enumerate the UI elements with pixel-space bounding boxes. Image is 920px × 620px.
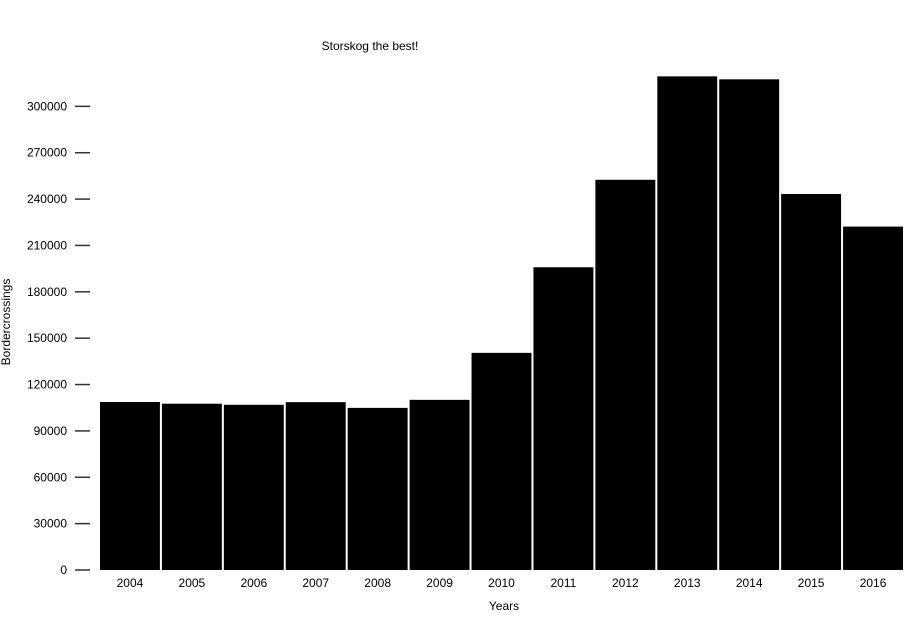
y-tick-label: 90000	[34, 424, 68, 438]
bar-2004	[100, 402, 160, 570]
x-axis: 2004 2005 2006 2007 2008 2009 2010 2011 2012 2013…	[117, 576, 887, 590]
bar-2005	[161, 403, 222, 570]
y-tick-label: 120000	[27, 378, 67, 392]
bars-group	[100, 76, 903, 571]
y-tick-label: 150000	[27, 331, 67, 345]
x-tick-label: 2004	[117, 576, 144, 590]
x-tick-label: 2007	[302, 576, 329, 590]
x-axis-label: Years	[489, 599, 519, 613]
bar-2012	[595, 179, 656, 570]
bar-2016	[843, 226, 903, 570]
bar-2015	[781, 193, 842, 571]
x-tick-label: 2008	[364, 576, 391, 590]
x-tick-label: 2014	[736, 576, 763, 590]
y-axis-label: Bordercrossings	[0, 279, 13, 366]
bar-2007	[285, 402, 346, 570]
x-tick-label: 2006	[240, 576, 267, 590]
x-tick-label: 2005	[179, 576, 206, 590]
y-axis: 0 30000 60000 90000 120000 150000 180000 210000…	[27, 99, 90, 577]
y-tick-label: 60000	[34, 470, 68, 484]
x-tick-label: 2012	[612, 576, 639, 590]
bar-2009	[409, 399, 470, 570]
bar-2010	[471, 352, 532, 570]
bar-2013	[657, 76, 718, 570]
bar-2011	[533, 267, 594, 570]
y-tick-label: 270000	[27, 146, 67, 160]
y-tick-label: 0	[60, 563, 67, 577]
x-tick-label: 2016	[860, 576, 887, 590]
bar-2008	[347, 407, 408, 570]
y-tick-label: 300000	[27, 99, 67, 113]
y-tick-label: 240000	[27, 192, 67, 206]
bar-2014	[719, 79, 780, 570]
y-tick-label: 210000	[27, 238, 67, 252]
y-tick-label: 30000	[34, 517, 68, 531]
x-tick-label: 2011	[551, 576, 577, 590]
x-tick-label: 2010	[488, 576, 515, 590]
x-tick-label: 2015	[798, 576, 825, 590]
chart-title: Storskog the best!	[322, 39, 419, 53]
bar-2006	[223, 404, 284, 570]
x-tick-label: 2009	[426, 576, 453, 590]
y-tick-label: 180000	[27, 285, 67, 299]
x-tick-label: 2013	[674, 576, 701, 590]
